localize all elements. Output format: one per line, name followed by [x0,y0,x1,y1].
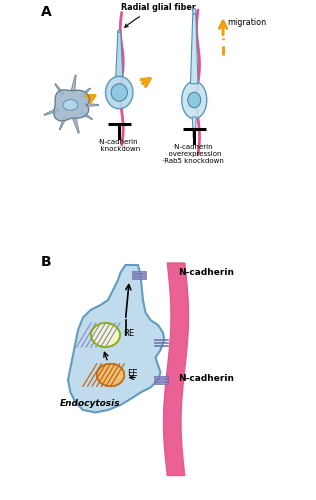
Text: A: A [40,5,51,19]
Text: EE: EE [127,369,138,378]
Text: migration: migration [227,18,266,27]
Text: ·N-cadherin
  overexpression
·Rab5 knockdown: ·N-cadherin overexpression ·Rab5 knockdo… [162,144,224,164]
Ellipse shape [63,100,78,110]
Polygon shape [192,117,196,136]
Bar [154,344,168,346]
Polygon shape [54,90,89,121]
Polygon shape [191,14,198,84]
Ellipse shape [111,84,127,101]
Ellipse shape [193,134,196,138]
Text: N-cadherin: N-cadherin [178,374,234,383]
Bar [154,376,168,378]
Bar [132,274,145,276]
Polygon shape [68,265,164,412]
Polygon shape [116,31,123,76]
Ellipse shape [91,323,120,347]
Bar [154,342,168,343]
Ellipse shape [106,76,133,109]
Text: B: B [40,255,51,269]
Polygon shape [80,88,91,98]
Polygon shape [72,117,79,133]
Ellipse shape [182,81,207,118]
Polygon shape [44,108,59,116]
Ellipse shape [193,8,196,14]
Bar [132,277,145,279]
Polygon shape [59,116,67,130]
Text: Radial glial fiber: Radial glial fiber [121,4,195,28]
Bar [132,271,145,273]
Polygon shape [81,111,93,120]
Text: Endocytosis: Endocytosis [60,399,121,408]
Bar [154,338,168,340]
Polygon shape [71,75,76,92]
Ellipse shape [118,30,121,32]
Text: N-cadherin: N-cadherin [178,268,234,277]
Polygon shape [83,104,99,106]
Bar [154,382,168,384]
Bar [154,379,168,381]
Polygon shape [55,84,64,96]
Ellipse shape [188,92,201,108]
Text: ·N-cadherin
  knockdown: ·N-cadherin knockdown [96,139,140,152]
Text: RE: RE [123,329,134,338]
Ellipse shape [97,364,124,386]
